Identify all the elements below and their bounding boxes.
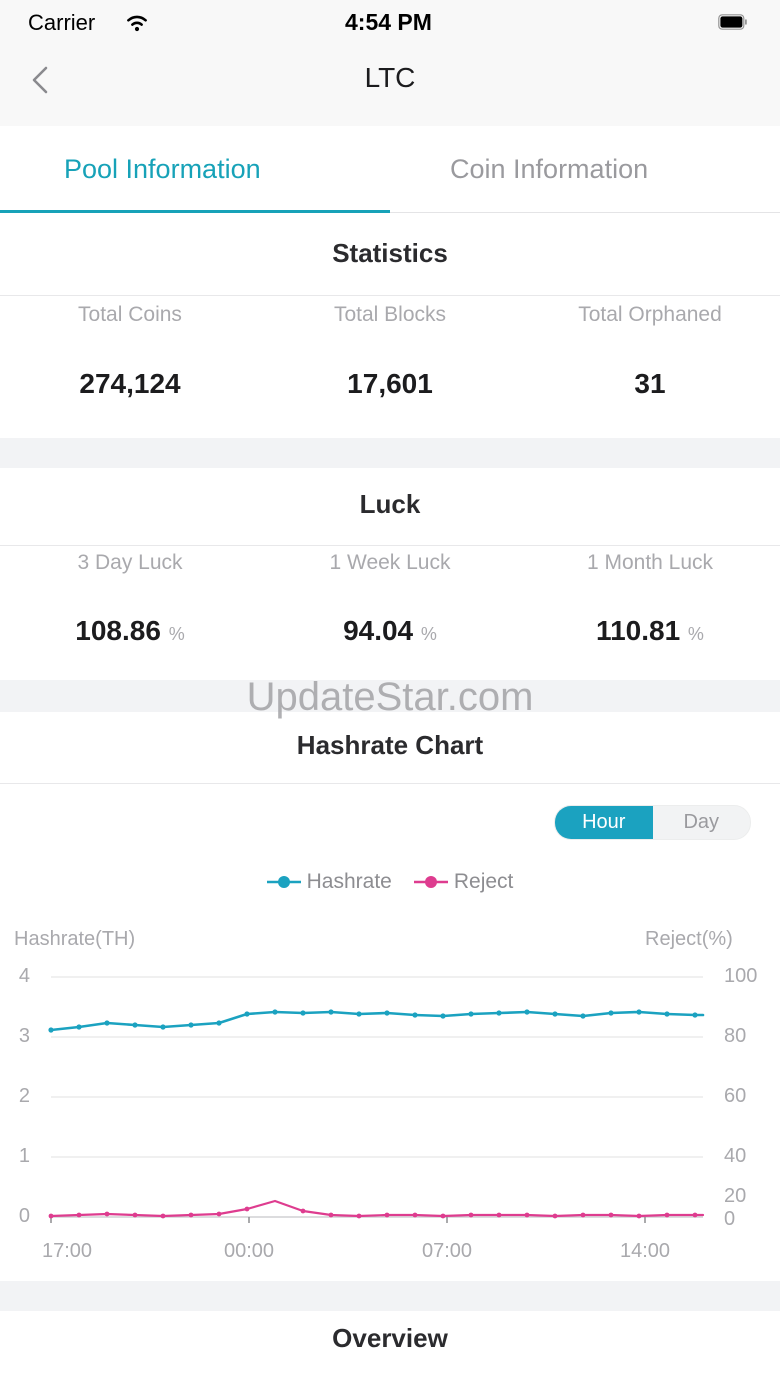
- svg-text:4: 4: [19, 965, 30, 987]
- svg-text:0: 0: [19, 1205, 30, 1227]
- svg-text:40: 40: [724, 1145, 746, 1167]
- svg-text:14:00: 14:00: [620, 1240, 670, 1262]
- svg-text:2: 2: [19, 1085, 30, 1107]
- svg-text:80: 80: [724, 1025, 746, 1047]
- svg-text:1: 1: [19, 1145, 30, 1167]
- svg-text:17:00: 17:00: [42, 1240, 92, 1262]
- svg-text:60: 60: [724, 1085, 746, 1107]
- svg-text:0: 0: [724, 1208, 735, 1230]
- svg-text:07:00: 07:00: [422, 1240, 472, 1262]
- svg-text:20: 20: [724, 1185, 746, 1207]
- svg-text:100: 100: [724, 965, 757, 987]
- svg-text:3: 3: [19, 1025, 30, 1047]
- svg-text:00:00: 00:00: [224, 1240, 274, 1262]
